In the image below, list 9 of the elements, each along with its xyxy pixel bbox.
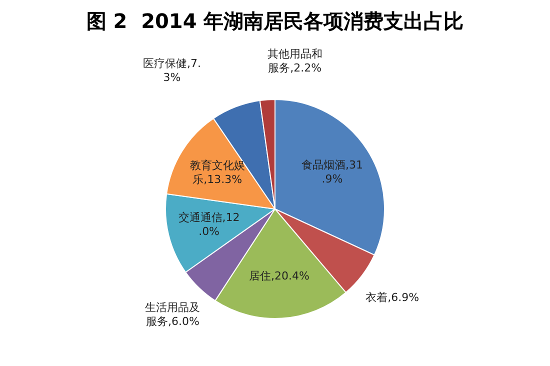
slice-label: 居住,20.4% (249, 270, 310, 283)
slice-label: 生活用品及服务,6.0% (145, 301, 200, 328)
slice-label: 衣着,6.9% (366, 291, 420, 304)
chart-title: 图 2 2014 年湖南居民各项消费支出占比 (85, 8, 465, 35)
slice-label: 食品烟酒,31.9% (301, 158, 363, 186)
slice-label: 其他用品和服务,2.2% (267, 48, 322, 75)
slice-label: 教育文化娱乐,13.3% (190, 159, 245, 186)
slice-label: 交通通信,12.0% (178, 210, 240, 238)
slice-label: 医疗保健,7.3% (142, 57, 201, 84)
